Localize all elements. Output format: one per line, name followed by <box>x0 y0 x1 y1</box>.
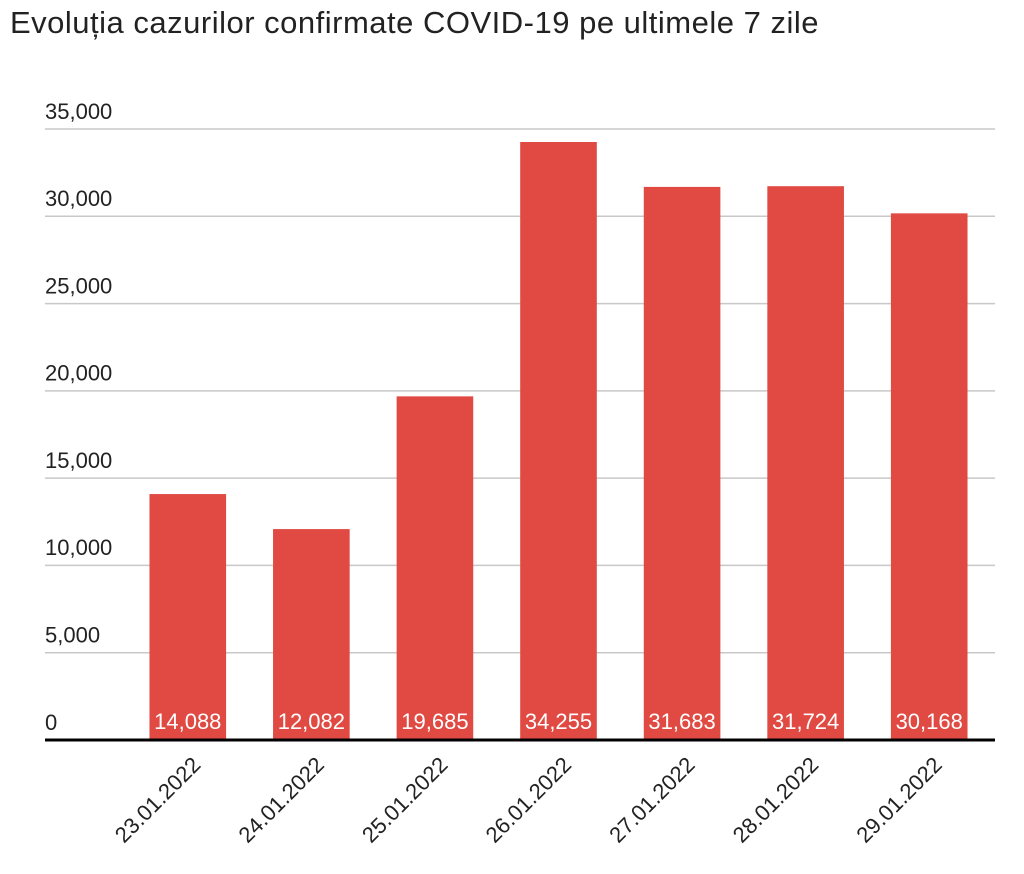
bar <box>273 529 350 740</box>
y-tick-label: 5,000 <box>45 623 100 648</box>
bar <box>149 494 227 740</box>
bar <box>520 142 597 741</box>
chart-title: Evoluția cazurilor confirmate COVID-19 p… <box>10 5 819 40</box>
value-label: 30,168 <box>896 709 963 734</box>
y-tick-label: 0 <box>45 710 57 735</box>
y-tick-label: 20,000 <box>45 361 112 386</box>
value-label: 14,088 <box>154 709 221 734</box>
x-tick-label: 26.01.2022 <box>481 752 577 848</box>
y-tick-label: 35,000 <box>45 99 112 124</box>
bar <box>396 396 474 740</box>
x-tick-label: 25.01.2022 <box>357 752 453 848</box>
x-tick-label: 23.01.2022 <box>110 752 206 848</box>
y-tick-label: 10,000 <box>45 535 112 560</box>
value-label: 19,685 <box>401 709 468 734</box>
x-tick-label: 29.01.2022 <box>851 752 947 848</box>
value-label: 34,255 <box>525 709 592 734</box>
y-tick-label: 30,000 <box>45 186 112 211</box>
value-label: 31,683 <box>648 709 715 734</box>
bar <box>890 213 968 741</box>
bar <box>643 186 721 741</box>
y-tick-label: 25,000 <box>45 273 112 298</box>
value-label: 12,082 <box>278 709 345 734</box>
value-label: 31,724 <box>772 709 839 734</box>
bar <box>767 186 844 741</box>
x-tick-label: 24.01.2022 <box>233 752 329 848</box>
x-tick-label: 27.01.2022 <box>604 752 700 848</box>
x-tick-label: 28.01.2022 <box>728 752 824 848</box>
y-tick-label: 15,000 <box>45 448 112 473</box>
